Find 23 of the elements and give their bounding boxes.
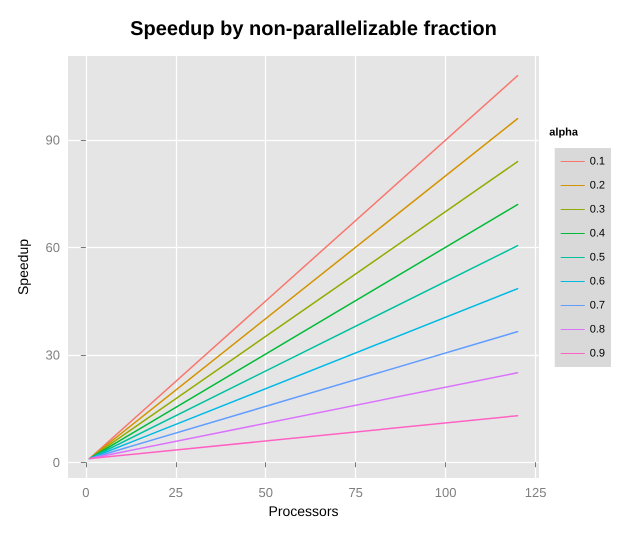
legend-label: 0.8: [590, 324, 606, 336]
x-tick-label: 25: [168, 485, 183, 500]
x-tick-label: 0: [82, 485, 90, 500]
legend-label: 0.1: [590, 156, 606, 168]
y-axis-title: Speedup: [15, 238, 31, 296]
legend-label: 0.6: [590, 276, 606, 288]
chart-title: Speedup by non-parallelizable fraction: [130, 18, 497, 40]
x-tick-label: 100: [434, 485, 456, 500]
legend-label: 0.5: [590, 252, 606, 264]
legend-label: 0.9: [590, 348, 606, 360]
legend-label: 0.7: [590, 300, 606, 312]
y-tick-label: 0: [52, 454, 60, 470]
legend-label: 0.4: [590, 228, 606, 240]
x-axis-title: Processors: [268, 502, 339, 519]
legend-label: 0.3: [590, 204, 606, 216]
y-tick-label: 60: [46, 240, 60, 255]
legend-title: alpha: [549, 126, 579, 138]
y-tick-label: 30: [46, 347, 60, 362]
x-tick-label: 50: [258, 485, 273, 500]
legend-label: 0.2: [590, 180, 606, 192]
y-tick-label: 90: [46, 132, 60, 148]
x-tick-label: 125: [524, 485, 546, 500]
x-tick-label: 75: [348, 485, 363, 500]
